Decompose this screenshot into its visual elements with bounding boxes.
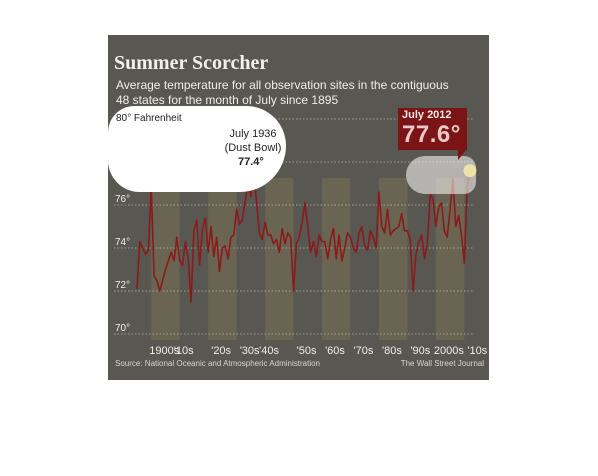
x-tick-label: 2000s bbox=[434, 345, 464, 357]
x-tick-labels: 1900s '20s '30s '50s '60s '70s '80s '90s 2000s '1… bbox=[149, 345, 487, 357]
decade-band bbox=[208, 178, 237, 340]
chart-subtitle-line-2: 48 states for the month of July since 18… bbox=[116, 93, 339, 107]
y-tick-label: 74° bbox=[115, 237, 130, 248]
callout-2012-value: 77.6° bbox=[402, 121, 461, 148]
y-tick-label: 72° bbox=[115, 280, 130, 291]
decade-band bbox=[151, 178, 180, 340]
y-axis-unit-label: 80° Fahrenheit bbox=[116, 113, 182, 124]
y-tick-label: 76° bbox=[115, 194, 130, 205]
chart-title: Summer Scorcher bbox=[114, 52, 269, 74]
annotation-1936-value: 77.4° bbox=[238, 156, 264, 168]
x-tick-label: '90s bbox=[410, 345, 430, 357]
annotation-highlight-left bbox=[108, 106, 286, 192]
x-tick-label: '50s bbox=[297, 345, 317, 357]
decade-band bbox=[265, 178, 294, 340]
x-tick-label: '30s bbox=[240, 345, 260, 357]
x-tick-label: '40s bbox=[259, 345, 279, 357]
x-tick-label: 1900s bbox=[149, 345, 179, 357]
publisher-credit: The Wall Street Journal bbox=[400, 359, 484, 368]
decade-bands bbox=[151, 178, 465, 340]
series-july-temperature bbox=[136, 170, 471, 303]
callout-2012-label: July 2012 bbox=[402, 109, 452, 121]
x-tick-label: '10s bbox=[174, 345, 194, 357]
decade-band bbox=[378, 178, 408, 340]
annotation-highlight-right bbox=[406, 156, 476, 194]
x-tick-label: '10s bbox=[467, 345, 487, 357]
callout-2012-pointer bbox=[458, 150, 466, 160]
annotation-1936-label: July 1936 (Dust Bowl) bbox=[224, 128, 282, 154]
series-line bbox=[136, 170, 471, 303]
source-credit: Source: National Oceanic and Atmospheric… bbox=[115, 359, 320, 368]
callout-2012-box bbox=[398, 108, 467, 150]
x-tick-label: '80s bbox=[382, 345, 402, 357]
y-tick-label: 70° bbox=[115, 323, 130, 334]
x-tick-label: '60s bbox=[325, 345, 345, 357]
chart-subtitle-line-1: Average temperature for all observation … bbox=[116, 78, 449, 92]
x-tick-label: '20s bbox=[211, 345, 231, 357]
x-tick-label: '70s bbox=[354, 345, 374, 357]
